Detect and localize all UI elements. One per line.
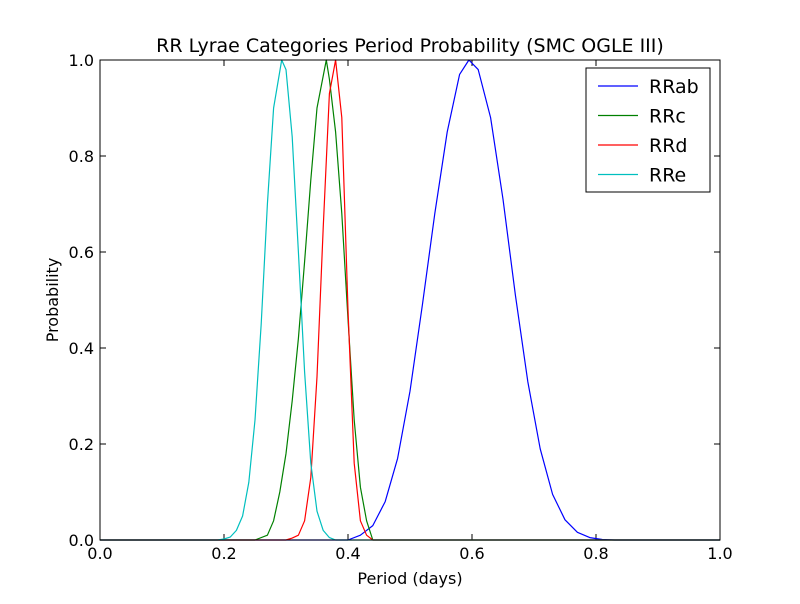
x-tick-label: 0.8 bbox=[583, 544, 608, 563]
y-tick-label: 1.0 bbox=[69, 51, 94, 70]
legend-label-rrd: RRd bbox=[649, 135, 687, 157]
y-tick-label: 0.2 bbox=[69, 435, 94, 454]
x-tick-label: 1.0 bbox=[707, 544, 732, 563]
plot-area: 0.0 0.2 0.4 0.6 0.8 1.0 0.0 0.2 0.4 0.6 0.8 1.0 bbox=[69, 51, 733, 563]
series-line-rrab bbox=[100, 59, 720, 541]
y-axis-label: Probability bbox=[43, 258, 62, 343]
series-line-rrd bbox=[100, 59, 720, 541]
chart-title: RR Lyrae Categories Period Probability (… bbox=[156, 35, 664, 57]
legend-label-rrc: RRc bbox=[649, 106, 686, 128]
y-tick-label: 0.0 bbox=[69, 531, 94, 550]
legend-box bbox=[585, 67, 711, 193]
x-tick-label: 0.4 bbox=[335, 544, 360, 563]
series-line-rrc bbox=[100, 59, 720, 541]
y-tick-label: 0.6 bbox=[69, 243, 94, 262]
legend: RRab RRc RRd RRe bbox=[585, 67, 711, 193]
x-tick-label: 0.6 bbox=[459, 544, 484, 563]
legend-label-rre: RRe bbox=[649, 165, 686, 187]
plot-frame bbox=[99, 59, 721, 541]
legend-label-rrab: RRab bbox=[649, 76, 699, 98]
x-tick-label: 0.2 bbox=[211, 544, 236, 563]
x-tick-label: 0.0 bbox=[87, 544, 112, 563]
x-axis-label: Period (days) bbox=[357, 569, 462, 588]
y-tick-label: 0.8 bbox=[69, 147, 94, 166]
y-tick-label: 0.4 bbox=[69, 339, 94, 358]
series-line-rre bbox=[100, 59, 720, 541]
